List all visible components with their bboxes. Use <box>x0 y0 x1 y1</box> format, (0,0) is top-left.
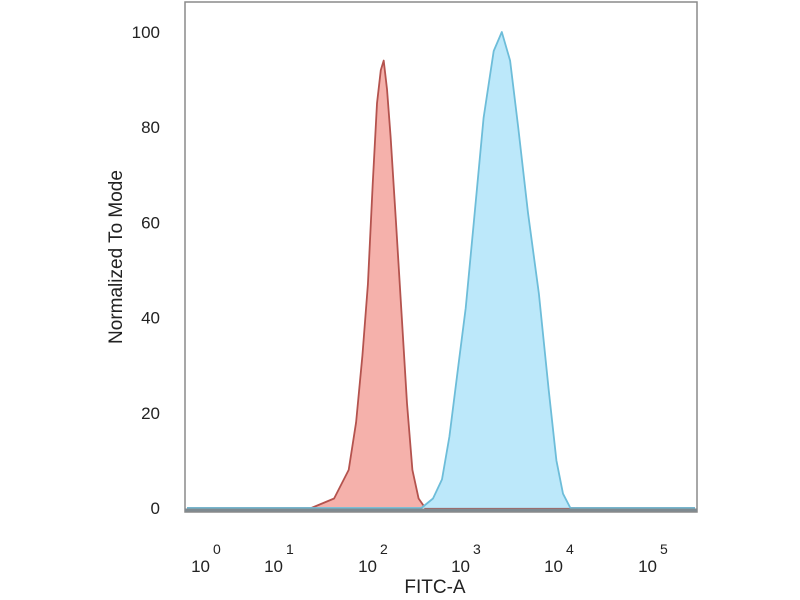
y-tick-label: 100 <box>132 23 160 42</box>
x-tick-base: 10 <box>638 557 657 576</box>
x-tick-exponent: 1 <box>286 541 294 557</box>
x-tick-exponent: 5 <box>660 541 668 557</box>
x-tick-base: 10 <box>451 557 470 576</box>
x-tick-label: 103 <box>451 541 481 576</box>
x-axis-label: FITC-A <box>404 577 466 598</box>
plot-frame <box>184 1 698 513</box>
x-tick-exponent: 3 <box>473 541 481 557</box>
x-tick-base: 10 <box>544 557 563 576</box>
x-tick-exponent: 4 <box>566 541 574 557</box>
x-tick-label: 105 <box>638 541 668 576</box>
x-tick-label: 101 <box>264 541 294 576</box>
x-tick-exponent: 0 <box>213 541 221 557</box>
histogram-series-1 <box>187 31 695 509</box>
y-tick-label: 80 <box>141 118 160 137</box>
x-tick-label: 102 <box>358 541 388 576</box>
x-tick-base: 10 <box>358 557 377 576</box>
x-tick-label: 104 <box>544 541 574 576</box>
y-tick-labels: 0 20 40 60 80 100 <box>132 23 160 518</box>
x-tick-base: 10 <box>191 557 210 576</box>
y-tick-label: 40 <box>141 309 160 328</box>
y-tick-label: 60 <box>141 213 160 232</box>
y-tick-label: 0 <box>151 499 160 518</box>
x-tick-base: 10 <box>264 557 283 576</box>
histogram-series-0 <box>187 59 695 509</box>
x-tick-exponent: 2 <box>380 541 388 557</box>
y-axis-label: Normalized To Mode <box>106 170 127 344</box>
y-tick-label: 20 <box>141 404 160 423</box>
x-tick-label: 100 <box>191 541 221 576</box>
series-layer <box>187 31 695 509</box>
